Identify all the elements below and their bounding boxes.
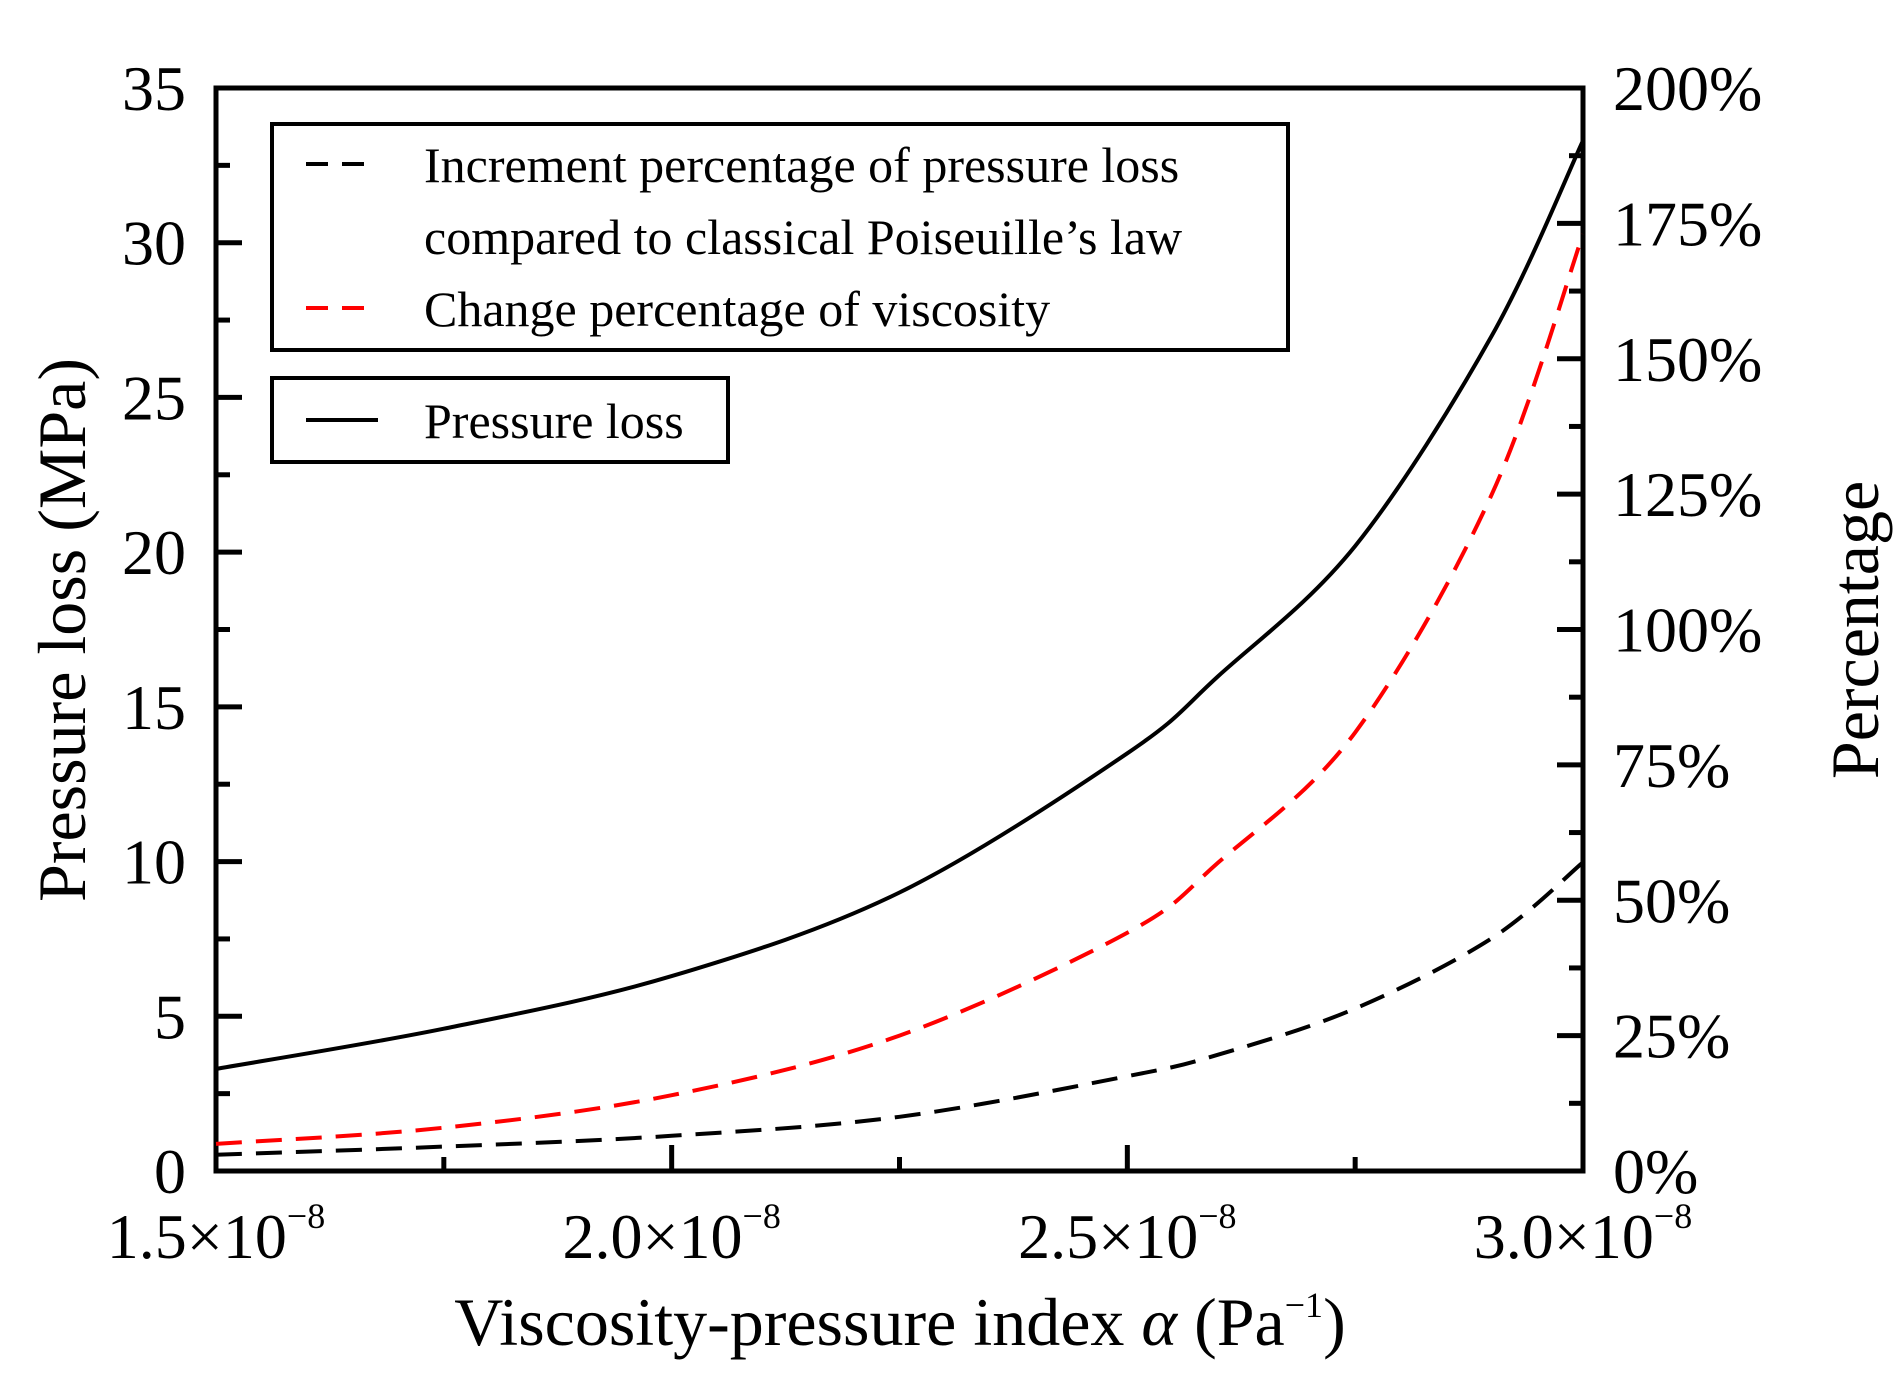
x-tick-exponent: −8 [1654,1196,1692,1236]
y-right-tick-label: 175% [1613,188,1762,259]
y-right-tick-label: 0% [1613,1136,1698,1207]
y-right-tick-label: 150% [1613,324,1762,395]
x-tick-exponent: −8 [743,1196,781,1236]
ticks [213,85,1586,1174]
y-left-tick-label: 35 [122,53,186,124]
legend-label-increment-line2: compared to classical Poiseuille’s law [424,209,1182,265]
legend-label-increment-line1: Increment percentage of pressure loss [424,137,1179,193]
tick-labels: 1.5×10−8 2.0×10−8 2.5×10−8 3.0×10−805101520… [107,53,1763,1272]
y-left-axis-title: Pressure loss (MPa) [24,358,100,902]
legend-label-pressure-loss: Pressure loss [424,393,684,449]
y-right-tick-label: 100% [1613,595,1762,666]
series-line-1 [215,860,1585,1157]
y-right-axis-title: Percentage [1817,481,1893,779]
x-tick-label: 1.5×10−8 [107,1196,325,1272]
y-left-tick-label: 5 [154,981,186,1052]
series-line-2 [215,233,1585,1146]
x-tick-mantissa: 2.0×10 [562,1201,742,1272]
y-right-tick-label: 25% [1613,1001,1730,1072]
x-tick-exponent: −8 [1198,1196,1236,1236]
x-axis-title: Viscosity-pressure index α (Pa−1) [454,1284,1345,1360]
x-tick-mantissa: 1.5×10 [107,1201,287,1272]
legend-label-viscosity: Change percentage of viscosity [424,281,1050,337]
y-left-tick-label: 20 [122,517,186,588]
y-right-tick-label: 50% [1613,865,1730,936]
series-layer [215,139,1585,1157]
y-left-tick-label: 15 [122,672,186,743]
y-left-tick-label: 30 [122,208,186,279]
x-tick-label: 2.0×10−8 [562,1196,780,1272]
x-tick-exponent: −8 [287,1196,325,1236]
x-tick-mantissa: 3.0×10 [1474,1201,1654,1272]
y-left-tick-label: 25 [122,362,186,433]
y-right-tick-label: 75% [1613,730,1730,801]
series-line-0 [215,139,1585,1071]
legend-box-percentages: Increment percentage of pressure loss co… [270,122,1290,352]
y-right-tick-label: 125% [1613,459,1762,530]
x-tick-label: 2.5×10−8 [1018,1196,1236,1272]
y-left-tick-label: 10 [122,827,186,898]
x-tick-mantissa: 2.5×10 [1018,1201,1198,1272]
y-left-tick-label: 0 [154,1136,186,1207]
legend-box-pressure: Pressure loss [270,376,730,464]
y-right-tick-label: 200% [1613,53,1762,124]
x-tick-label: 3.0×10−8 [1474,1196,1692,1272]
